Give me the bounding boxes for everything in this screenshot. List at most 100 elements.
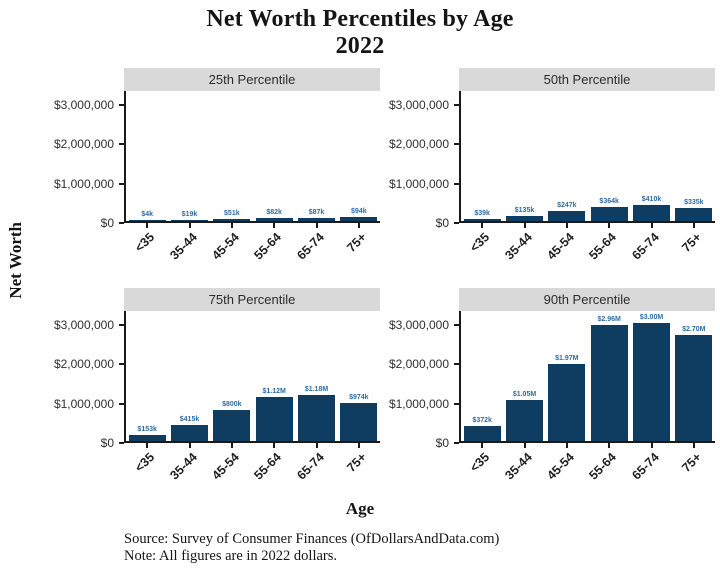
y-tick-label: $2,000,000 <box>53 137 114 152</box>
chart-title: Net Worth Percentiles by Age 2022 <box>0 6 720 60</box>
x-tick-mark <box>188 223 191 228</box>
bar <box>590 206 628 221</box>
y-tick-mark <box>454 182 459 185</box>
x-tick-mark <box>565 443 568 448</box>
y-tick-label: $1,000,000 <box>53 396 114 411</box>
bar-value-label: $87k <box>308 208 325 216</box>
bar <box>255 217 293 221</box>
y-tick-mark <box>119 143 124 146</box>
bar <box>590 324 628 441</box>
x-tick-mark <box>523 223 526 228</box>
bar <box>170 424 209 441</box>
bar-value-label: $153k <box>137 425 157 433</box>
x-axis-tick-labels: <35 35-44 45-54 55-64 65-74 75+ <box>124 223 380 277</box>
bar-value-label: $1.18M <box>304 385 329 393</box>
x-tick-mark <box>146 223 149 228</box>
y-tick-mark <box>119 222 124 224</box>
x-tick-label: 75+ <box>678 230 704 255</box>
bar-value-label: $94k <box>351 208 367 216</box>
x-tick-label: 75+ <box>678 450 704 475</box>
y-tick-label: $1,000,000 <box>388 176 449 191</box>
bar <box>632 323 671 441</box>
bar <box>548 363 586 441</box>
x-tick-label: 65-74 <box>293 450 327 483</box>
y-tick-mark <box>119 442 124 444</box>
bar-value-label: $82k <box>266 208 282 216</box>
x-tick-mark <box>357 223 360 228</box>
facet-panel: $3,000,000 $2,000,000 $1,000,000 $0 $153k $4… <box>38 311 380 450</box>
y-tick-mark <box>119 182 124 185</box>
y-tick-mark <box>119 104 124 106</box>
plot-area: $372k $1.05M $1.97M $2.96M $3.00M $2.70M <box>454 311 715 448</box>
x-tick-label: <35 <box>132 230 158 255</box>
y-tick-label: $3,000,000 <box>53 98 114 112</box>
bar <box>505 399 544 441</box>
facet-50th-percentile: 50th Percentile $3,000,000 $2,000,000 $1,0… <box>373 68 715 277</box>
x-tick-label: 75+ <box>343 450 369 475</box>
footer-notes: Source: Survey of Consumer Finances (OfD… <box>124 531 499 565</box>
x-tick-label: 35-44 <box>501 450 535 483</box>
x-tick-label: 75+ <box>343 230 369 255</box>
bar-value-label: $2.70M <box>682 325 706 333</box>
bar <box>128 219 166 221</box>
bar-value-label: $1.97M <box>555 354 579 362</box>
dollars-note: Note: All figures are in 2022 dollars. <box>124 548 338 565</box>
y-axis-tick-labels: $3,000,000 $2,000,000 $1,000,000 $0 <box>38 91 124 230</box>
chart-title-line2: 2022 <box>335 32 385 59</box>
bar <box>297 217 336 221</box>
x-axis-title: Age <box>345 499 375 518</box>
x-tick-mark <box>523 443 526 448</box>
bar-value-label: $364k <box>599 197 619 205</box>
y-axis-tick-labels: $3,000,000 $2,000,000 $1,000,000 $0 <box>38 311 124 450</box>
x-tick-mark <box>273 443 276 448</box>
x-tick-label: 35-44 <box>166 450 200 483</box>
x-tick-label: 35-44 <box>166 230 200 263</box>
bar <box>213 409 251 441</box>
x-tick-mark <box>608 223 611 228</box>
y-tick-mark <box>119 402 124 405</box>
facet-panel: $3,000,000 $2,000,000 $1,000,000 $0 $4k $19k… <box>38 91 380 230</box>
bar <box>297 394 336 441</box>
x-tick-mark <box>188 443 191 448</box>
x-tick-label: 45-54 <box>209 230 242 263</box>
x-tick-mark <box>230 443 233 448</box>
x-tick-mark <box>273 223 276 228</box>
bar <box>340 217 378 221</box>
y-tick-label: $3,000,000 <box>388 318 449 332</box>
facet-strip-label: 75th Percentile <box>124 288 380 311</box>
y-tick-label: $1,000,000 <box>53 176 114 191</box>
x-tick-mark <box>481 443 484 448</box>
plot-area: $4k $19k $51k $82k $87k $94k <box>119 91 380 228</box>
x-tick-label: <35 <box>467 230 493 255</box>
x-tick-mark <box>692 443 695 448</box>
bar <box>505 215 544 221</box>
y-tick-mark <box>454 222 459 224</box>
y-tick-mark <box>454 442 459 444</box>
x-tick-label: <35 <box>467 450 493 475</box>
source-note: Source: Survey of Consumer Finances (OfD… <box>124 531 500 547</box>
x-tick-label: 65-74 <box>293 230 327 263</box>
bar-value-label: $2.96M <box>597 315 621 323</box>
bar-value-label: $415k <box>179 415 200 423</box>
x-tick-label: 55-64 <box>251 450 285 483</box>
bar-value-label: $974k <box>349 393 369 401</box>
x-tick-label: 65-74 <box>628 450 662 483</box>
y-tick-label: $2,000,000 <box>388 137 449 152</box>
y-axis-tick-labels: $3,000,000 $2,000,000 $1,000,000 $0 <box>373 91 459 230</box>
bar-value-label: $19k <box>181 210 198 218</box>
y-tick-mark <box>454 363 459 366</box>
facet-strip-label: 90th Percentile <box>459 288 715 311</box>
x-tick-mark <box>315 223 318 228</box>
bar-value-label: $1.05M <box>512 390 537 398</box>
y-tick-label: $3,000,000 <box>53 318 114 332</box>
x-axis-tick-labels: <35 35-44 45-54 55-64 65-74 75+ <box>459 223 715 277</box>
x-tick-mark <box>608 443 611 448</box>
facet-strip-label: 25th Percentile <box>124 68 380 91</box>
x-tick-label: 55-64 <box>586 230 620 263</box>
y-axis-title: Net Worth <box>6 222 25 299</box>
bar <box>340 402 378 441</box>
x-tick-mark <box>481 223 484 228</box>
facet-75th-percentile: 75th Percentile $3,000,000 $2,000,000 $1,0… <box>38 288 380 497</box>
bar-value-label: $247k <box>557 202 577 210</box>
